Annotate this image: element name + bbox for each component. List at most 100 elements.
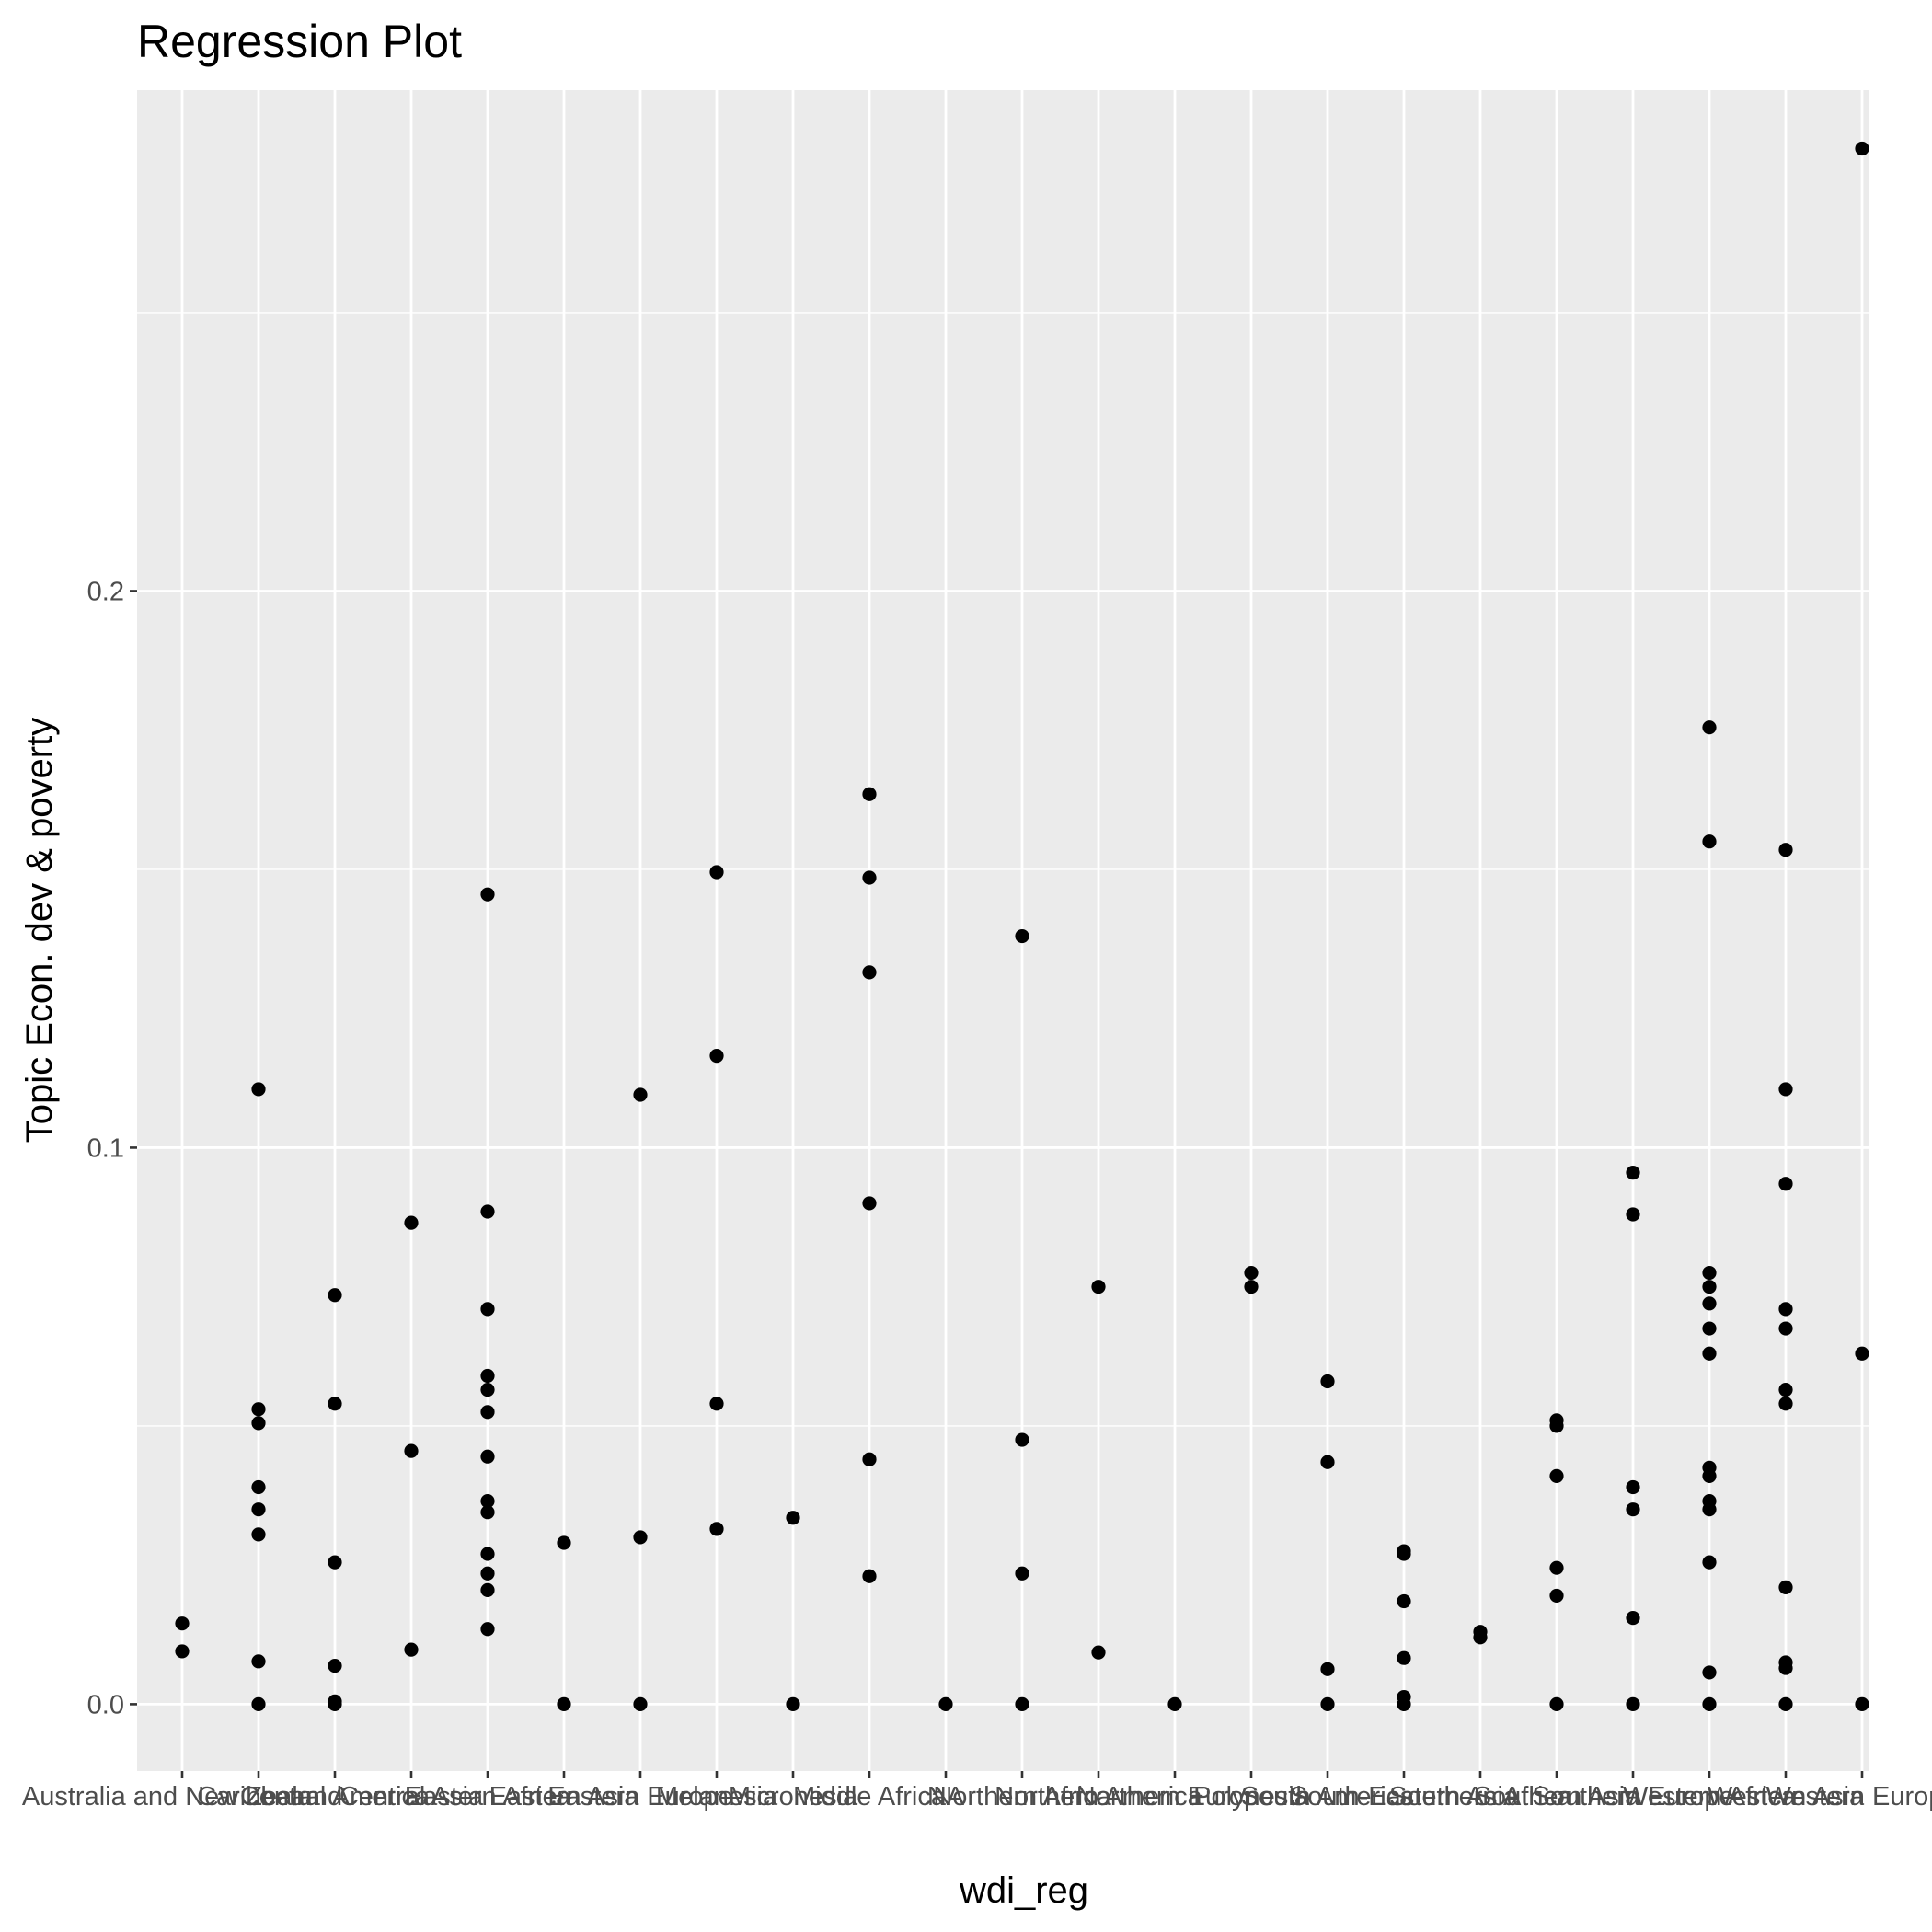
data-point (1549, 1560, 1564, 1575)
data-point (557, 1535, 571, 1550)
data-point (1855, 141, 1869, 156)
y-tick-label: 0.1 (87, 1133, 124, 1163)
data-point (480, 1302, 495, 1317)
x-tick-label: Central America (240, 1782, 431, 1811)
data-point (1626, 1696, 1640, 1712)
data-point (709, 1522, 724, 1536)
data-point (1778, 843, 1793, 857)
data-point (1778, 1580, 1793, 1594)
x-tick-label: Caribbean (197, 1782, 320, 1811)
data-point (1778, 1082, 1793, 1097)
x-tick-label: Eastern Asia (489, 1782, 640, 1811)
data-point (480, 1622, 495, 1637)
data-point (1626, 1207, 1640, 1222)
data-point (1702, 1555, 1717, 1570)
data-point (480, 1505, 495, 1520)
data-point (1015, 1696, 1029, 1712)
data-point (480, 1493, 495, 1509)
data-point (251, 1479, 266, 1495)
x-tick-label: Polynesia (1193, 1782, 1310, 1811)
data-point (633, 1696, 648, 1712)
data-point (862, 1452, 877, 1466)
data-points (175, 141, 1869, 1712)
data-point (251, 1082, 266, 1097)
data-point (1702, 834, 1717, 849)
data-point (1702, 1665, 1717, 1680)
data-point (480, 1449, 495, 1464)
x-tick-label: Central Asia (339, 1782, 484, 1811)
data-point (1167, 1696, 1182, 1712)
y-tick-label: 0.2 (87, 577, 124, 606)
x-tick-label: South-Eastern Asia (1290, 1782, 1519, 1811)
data-point (1320, 1662, 1335, 1676)
x-tick-label: NA (927, 1782, 965, 1811)
data-point (1015, 1566, 1029, 1581)
data-point (328, 1659, 342, 1673)
x-axis-ticks: Australia and New ZealandCaribbeanCentra… (22, 1771, 1932, 1811)
data-point (1397, 1593, 1411, 1609)
data-point (251, 1402, 266, 1417)
data-point (251, 1527, 266, 1542)
data-point (1320, 1455, 1335, 1469)
data-point (251, 1654, 266, 1669)
data-point (1397, 1547, 1411, 1561)
data-point (1702, 1468, 1717, 1483)
data-point (1397, 1696, 1411, 1712)
data-point (1549, 1588, 1564, 1604)
x-tick-label: Southern Asia (1474, 1782, 1640, 1811)
y-axis-title: Topic Econ. dev & poverty (19, 718, 60, 1143)
data-point (1855, 1346, 1869, 1361)
data-point (862, 787, 877, 801)
x-tick-label: Northern Africa (933, 1782, 1111, 1811)
data-point (1626, 1479, 1640, 1495)
data-point (1549, 1419, 1564, 1433)
data-point (1320, 1374, 1335, 1389)
data-point (1778, 1382, 1793, 1397)
data-point (1702, 720, 1717, 735)
data-point (480, 1566, 495, 1581)
data-point (1397, 1650, 1411, 1665)
data-point (175, 1644, 190, 1659)
data-point (1549, 1696, 1564, 1712)
data-point (1549, 1468, 1564, 1483)
data-point (480, 1405, 495, 1420)
data-point (1778, 1661, 1793, 1675)
data-point (1702, 1346, 1717, 1361)
data-point (786, 1511, 800, 1525)
data-point (251, 1416, 266, 1431)
data-point (1702, 1696, 1717, 1712)
data-point (862, 965, 877, 980)
x-tick-label: Northern America (995, 1782, 1203, 1811)
data-point (404, 1215, 419, 1230)
data-point (709, 1397, 724, 1411)
data-point (633, 1530, 648, 1545)
data-point (1702, 1502, 1717, 1517)
data-point (328, 1397, 342, 1411)
data-point (328, 1555, 342, 1570)
data-point (938, 1696, 953, 1712)
data-point (1091, 1645, 1106, 1660)
chart-title: Regression Plot (137, 16, 462, 67)
data-point (480, 1582, 495, 1597)
data-point (328, 1288, 342, 1303)
data-point (557, 1696, 571, 1712)
data-point (1778, 1177, 1793, 1191)
data-point (251, 1696, 266, 1712)
data-point (1702, 1321, 1717, 1336)
data-point (709, 865, 724, 880)
data-point (404, 1642, 419, 1657)
data-point (251, 1502, 266, 1517)
x-tick-label: Western Europe (1765, 1782, 1932, 1811)
data-point (1015, 1432, 1029, 1447)
data-point (1855, 1696, 1869, 1712)
x-tick-label: Micronesia (729, 1782, 858, 1811)
data-point (480, 1382, 495, 1397)
x-tick-label: South America (1241, 1782, 1415, 1811)
data-point (1778, 1302, 1793, 1317)
data-point (1091, 1280, 1106, 1294)
x-tick-label: Middle Africa (793, 1782, 947, 1811)
x-tick-label: Australia and New Zealand (22, 1782, 342, 1811)
x-tick-label: Western Africa (1623, 1782, 1797, 1811)
data-point (1702, 1296, 1717, 1311)
